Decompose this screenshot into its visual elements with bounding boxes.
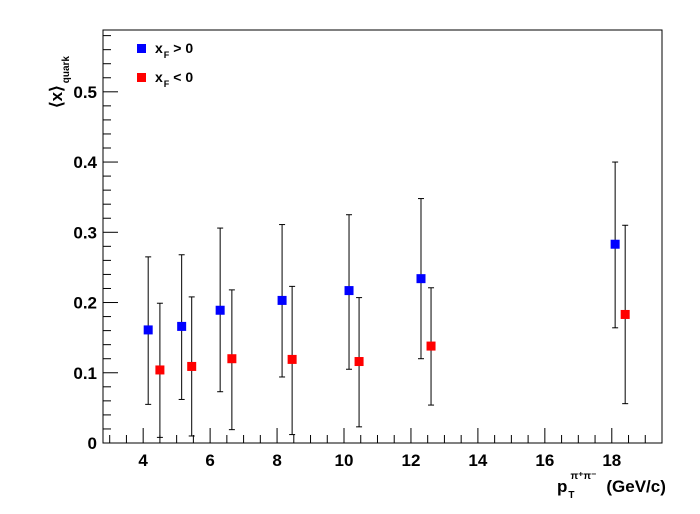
- data-point-marker: [227, 354, 237, 364]
- y-tick-label: 0.5: [73, 83, 97, 102]
- data-point-marker: [620, 309, 630, 319]
- data-point-marker: [344, 286, 354, 296]
- x-tick-label: 4: [138, 451, 148, 470]
- data-point-marker: [187, 361, 197, 371]
- x-tick-label: 10: [335, 451, 354, 470]
- legend-marker-xf-positive: [137, 44, 146, 53]
- y-tick-label: 0.1: [73, 364, 97, 383]
- x-tick-label: 14: [468, 451, 487, 470]
- y-tick-label: 0.3: [73, 223, 97, 242]
- data-point-marker: [426, 341, 436, 351]
- legend-marker-xf-negative: [137, 73, 146, 82]
- series-xf-positive: [143, 161, 620, 405]
- data-point-marker: [287, 354, 297, 364]
- axis-tick-labels: 4 6 8 10 12 14 16 18 0 0.1 0.2 0.3 0.4 0.5: [73, 83, 621, 470]
- data-point-marker: [416, 274, 426, 284]
- x-tick-label: 8: [272, 451, 281, 470]
- data-points: [143, 161, 630, 438]
- x-tick-label: 16: [535, 451, 554, 470]
- data-point-marker: [177, 321, 187, 331]
- data-point-marker: [354, 357, 364, 367]
- x-tick-label: 12: [401, 451, 420, 470]
- y-tick-label: 0: [88, 434, 97, 453]
- x-axis-title: pTπ⁺π⁻(GeV/c): [557, 471, 666, 501]
- axis-ticks: [103, 35, 663, 444]
- data-point-marker: [215, 305, 225, 315]
- data-point-marker: [277, 295, 287, 305]
- y-axis-title: ⟨x⟩quark: [47, 56, 72, 108]
- y-tick-label: 0.2: [73, 294, 97, 313]
- legend: xF > 0 xF < 0: [137, 40, 193, 89]
- y-tick-label: 0.4: [73, 153, 97, 172]
- legend-label-xf-negative: xF < 0: [155, 69, 193, 89]
- series-xf-negative: [155, 224, 630, 438]
- legend-label-xf-positive: xF > 0: [155, 40, 193, 60]
- plot-frame: [102, 29, 663, 444]
- x-tick-label: 6: [205, 451, 214, 470]
- data-point-marker: [143, 325, 153, 335]
- x-tick-label: 18: [602, 451, 621, 470]
- data-point-marker: [155, 365, 165, 375]
- data-point-marker: [610, 239, 620, 249]
